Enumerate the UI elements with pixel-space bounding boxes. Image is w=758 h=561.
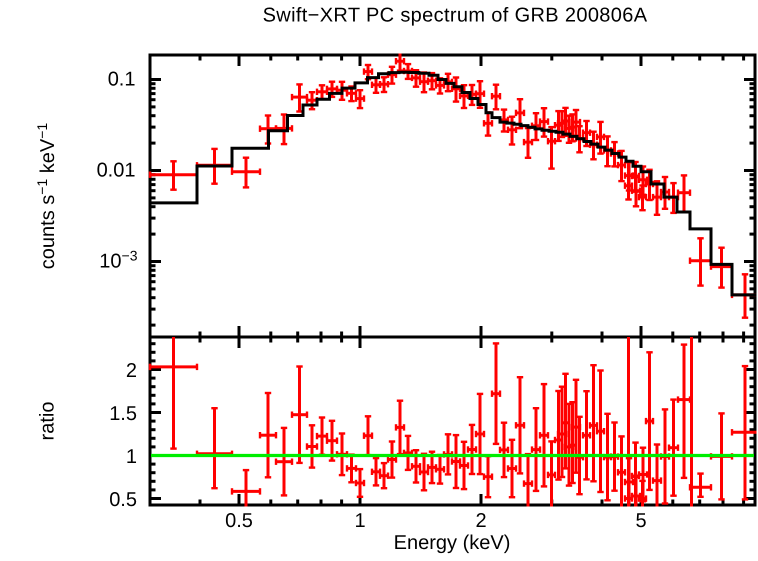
svg-text:1: 1 bbox=[126, 446, 137, 468]
svg-text:0.01: 0.01 bbox=[97, 160, 136, 182]
svg-text:0.5: 0.5 bbox=[225, 510, 253, 532]
svg-text:counts s−1 keV−1: counts s−1 keV−1 bbox=[34, 123, 59, 270]
svg-text:1.5: 1.5 bbox=[109, 403, 137, 425]
svg-text:Swift−XRT PC spectrum of GRB 2: Swift−XRT PC spectrum of GRB 200806A bbox=[263, 5, 648, 27]
svg-text:0.1: 0.1 bbox=[108, 69, 136, 91]
svg-text:Energy (keV): Energy (keV) bbox=[394, 532, 511, 554]
svg-text:0.5: 0.5 bbox=[109, 489, 137, 511]
svg-text:ratio: ratio bbox=[37, 402, 59, 441]
svg-text:2: 2 bbox=[126, 360, 137, 382]
svg-text:2: 2 bbox=[475, 510, 486, 532]
svg-text:1: 1 bbox=[354, 510, 365, 532]
svg-text:5: 5 bbox=[635, 510, 646, 532]
